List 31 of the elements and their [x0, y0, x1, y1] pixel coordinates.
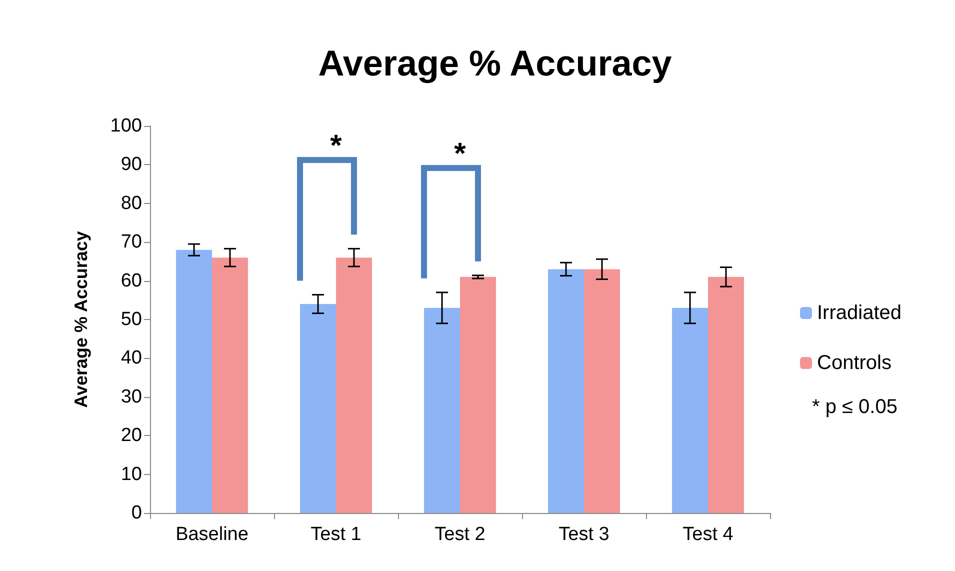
y-tick-label: 10 — [120, 464, 142, 485]
x-tick-label: Baseline — [176, 524, 248, 545]
y-tick-label: 70 — [120, 232, 142, 253]
x-tick-label: Test 1 — [310, 524, 362, 545]
bar — [212, 258, 248, 513]
bar — [584, 269, 620, 513]
bar — [176, 250, 212, 513]
y-tick-label: 80 — [120, 192, 142, 214]
y-axis-title: Average % Accuracy — [71, 231, 91, 408]
y-tick-label: 50 — [120, 309, 142, 330]
bar — [424, 308, 460, 513]
y-tick-label: 60 — [120, 270, 142, 292]
bar — [672, 308, 708, 513]
x-tick-label: Test 4 — [682, 524, 734, 545]
chart-title: Average % Accuracy — [318, 42, 672, 84]
y-tick-label: 90 — [120, 154, 142, 176]
y-tick-label: 20 — [120, 425, 142, 446]
legend-label: Irradiated — [817, 302, 902, 324]
legend-label: Controls — [817, 352, 892, 374]
x-tick-label: Test 2 — [434, 524, 486, 545]
text: * p ≤ 0.05 — [812, 396, 898, 418]
bar — [708, 276, 744, 513]
y-tick-label: 0 — [131, 502, 142, 524]
y-tick-label: 100 — [110, 116, 142, 136]
bar — [300, 304, 336, 513]
y-tick-label: 40 — [120, 348, 142, 369]
x-tick-label: Test 3 — [558, 524, 610, 545]
annotation: * — [454, 138, 466, 170]
y-tick-label: 30 — [120, 386, 142, 408]
bar — [548, 269, 584, 513]
annotation: * — [330, 130, 342, 162]
